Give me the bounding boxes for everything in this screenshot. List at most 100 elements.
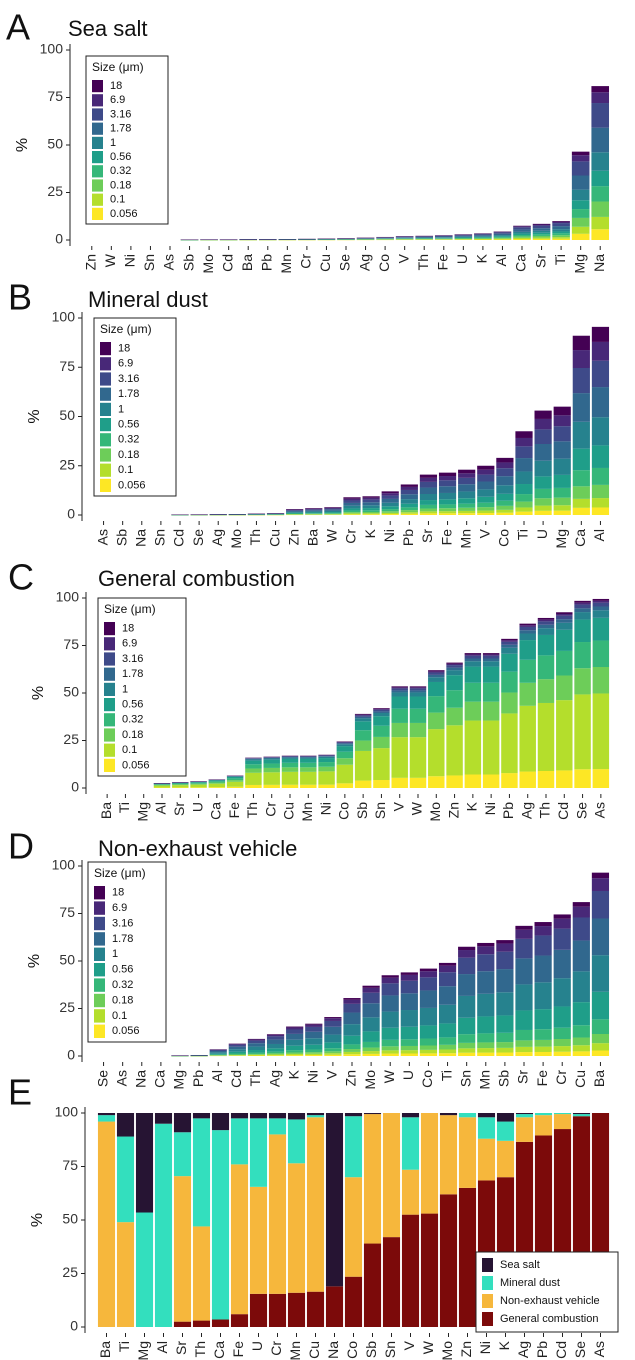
- bar-segment: [381, 983, 399, 996]
- bar-segment: [419, 474, 438, 478]
- legend-entry: Non-exhaust vehicle: [500, 1295, 600, 1307]
- bar-segment: [381, 509, 399, 512]
- bar-segment: [245, 768, 262, 773]
- legend-entry: 1: [122, 683, 128, 695]
- bar-segment: [553, 1051, 571, 1056]
- bar-segment: [493, 235, 512, 237]
- y-tick-label: 50: [62, 1211, 78, 1227]
- bar-segment: [591, 872, 610, 879]
- bar-segment: [400, 512, 418, 514]
- bar-segment: [482, 720, 500, 775]
- bar-segment: [534, 1029, 552, 1040]
- bar-segment: [515, 1029, 533, 1041]
- bar-segment: [344, 1177, 363, 1277]
- bar-segment: [477, 942, 495, 947]
- bar-segment: [344, 1116, 363, 1178]
- y-tick-label: 100: [52, 857, 76, 873]
- bar-segment: [477, 496, 495, 503]
- bar-segment: [400, 486, 418, 490]
- bar-segment: [305, 1053, 323, 1056]
- bar-segment: [354, 716, 372, 719]
- bar-segment: [591, 170, 610, 187]
- x-tick-label: Cd: [171, 529, 187, 547]
- x-tick-label: K: [474, 253, 490, 263]
- bar-empty: [152, 1056, 169, 1057]
- bar-segment: [553, 426, 571, 442]
- y-tick-label: 75: [59, 904, 75, 920]
- bar-segment: [571, 151, 590, 156]
- bar-segment: [454, 234, 473, 236]
- bar-empty: [133, 1056, 150, 1057]
- legend-entry: 3.16: [118, 373, 139, 385]
- bar-segment: [458, 498, 476, 504]
- bar-segment: [306, 1291, 325, 1327]
- legend-entry: 0.18: [118, 449, 139, 461]
- bar-segment: [496, 1052, 514, 1056]
- bar-empty: [122, 240, 140, 241]
- bar-segment: [477, 993, 495, 1017]
- bar-segment: [513, 239, 531, 240]
- bar-segment: [305, 508, 323, 510]
- legend-entry: 1: [110, 137, 116, 149]
- x-tick-label: Mn: [278, 254, 294, 273]
- bar-segment: [553, 510, 571, 515]
- legend-swatch: [94, 1009, 105, 1023]
- bar-segment: [245, 784, 262, 788]
- bar-segment: [515, 458, 533, 472]
- legend-swatch: [100, 372, 111, 386]
- x-tick-label: Ca: [572, 529, 588, 547]
- bar-segment: [318, 771, 335, 785]
- bar-segment: [477, 489, 495, 497]
- bar-segment: [493, 237, 512, 239]
- bar-segment: [474, 239, 492, 240]
- bar-segment: [572, 335, 590, 351]
- bar-segment: [458, 477, 476, 485]
- bar-segment: [592, 600, 610, 603]
- bar-segment: [281, 784, 299, 788]
- bar-segment: [477, 971, 495, 994]
- bar-segment: [537, 770, 555, 788]
- bar-segment: [519, 626, 536, 631]
- bar-segment: [362, 992, 380, 1004]
- bar-segment: [226, 776, 244, 779]
- bar-segment: [247, 1053, 266, 1055]
- bar-segment: [496, 493, 514, 501]
- x-tick-label: As: [592, 802, 608, 818]
- bar-empty: [161, 240, 179, 241]
- bar-segment: [409, 688, 427, 691]
- bar-empty: [95, 1056, 112, 1057]
- bar-segment: [228, 1044, 246, 1047]
- bar-segment: [209, 1053, 227, 1055]
- y-axis-label: %: [30, 686, 47, 700]
- bar-segment: [496, 1113, 515, 1122]
- bar-segment: [474, 237, 492, 239]
- bar-segment: [458, 1048, 476, 1053]
- bar-segment: [591, 1019, 610, 1034]
- bar-segment: [591, 507, 610, 515]
- bar-segment: [400, 499, 418, 504]
- bar-segment: [592, 693, 610, 770]
- bar-segment: [458, 995, 476, 1018]
- bar-segment: [572, 1002, 590, 1026]
- bar-segment: [286, 510, 304, 512]
- bar-segment: [381, 491, 399, 494]
- x-tick-label: Sn: [372, 802, 388, 819]
- bar-segment: [343, 508, 361, 511]
- legend-swatch: [104, 637, 115, 651]
- bar-segment: [305, 511, 323, 513]
- bar-segment: [556, 619, 573, 623]
- bar-segment: [477, 1138, 496, 1181]
- bar-segment: [552, 235, 570, 238]
- bar-segment: [493, 238, 512, 240]
- bar-segment: [381, 995, 399, 1012]
- bar-segment: [354, 715, 372, 717]
- legend-swatch: [92, 165, 103, 178]
- bar-segment: [305, 1026, 323, 1032]
- bar-segment: [464, 654, 482, 656]
- bar-segment: [556, 629, 573, 651]
- x-tick-label: Al: [153, 802, 169, 814]
- bar-segment: [501, 641, 518, 645]
- x-tick-label: Ba: [98, 802, 114, 819]
- bar-segment: [515, 446, 533, 459]
- bar-segment: [513, 231, 531, 234]
